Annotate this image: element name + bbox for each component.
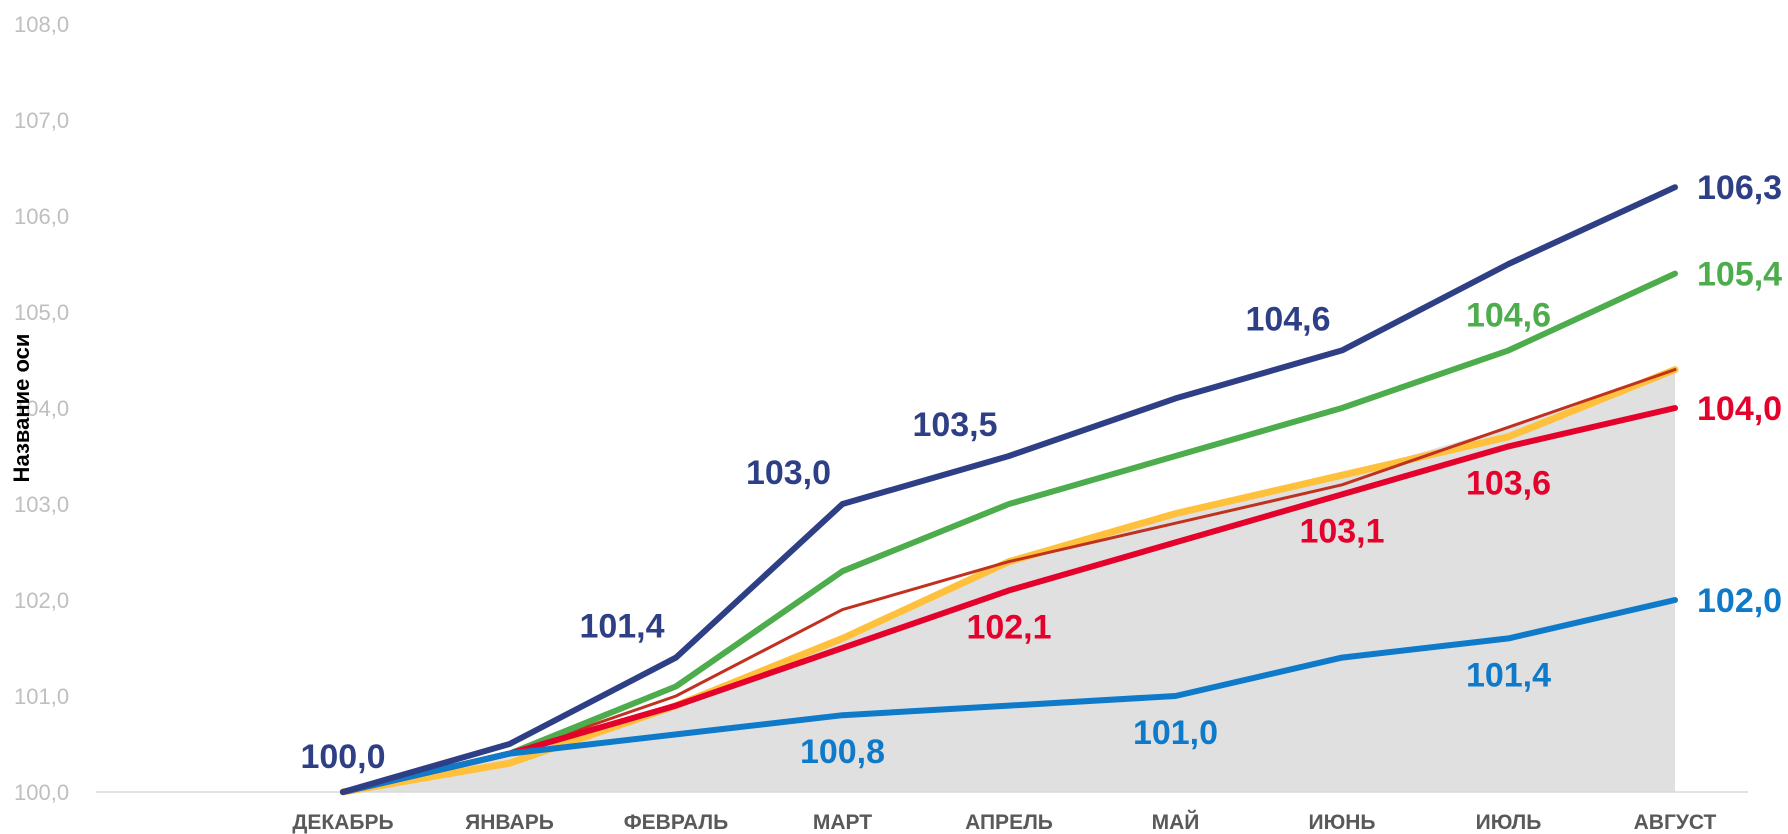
data-label: 103,5 — [912, 406, 997, 444]
data-label: 104,6 — [1245, 300, 1330, 338]
x-tick-label: ЯНВАРЬ — [465, 811, 554, 834]
data-label: 106,3 — [1697, 169, 1782, 207]
y-tick-labels: 100,0 101,0 102,0 103,0 104,0 105,0 106,0 107,0… — [14, 12, 69, 805]
x-tick-label: ИЮНЬ — [1308, 811, 1375, 834]
area-layer — [179, 369, 1675, 792]
series-line-2 — [340, 270, 1678, 795]
series-line-4 — [340, 597, 1678, 795]
y-tick-label: 102,0 — [14, 588, 69, 613]
series-line-5 — [340, 184, 1678, 795]
y-tick-label: 103,0 — [14, 492, 69, 517]
y-tick-label: 104,0 — [14, 396, 69, 421]
x-tick-label: МАРТ — [813, 811, 872, 834]
data-label: 103,1 — [1299, 512, 1384, 550]
data-label: 102,1 — [966, 608, 1051, 646]
data-label: 103,6 — [1466, 464, 1551, 502]
x-tick-label: ДЕКАБРЬ — [292, 811, 393, 834]
data-label: 104,0 — [1697, 390, 1782, 428]
y-tick-label: 105,0 — [14, 300, 69, 325]
data-label: 101,4 — [1466, 656, 1551, 694]
area-band — [179, 369, 1675, 792]
data-label: 101,0 — [1133, 714, 1218, 752]
y-tick-label: 108,0 — [14, 12, 69, 37]
data-label: 104,6 — [1466, 296, 1551, 334]
data-label: 102,0 — [1697, 582, 1782, 620]
data-label: 100,8 — [800, 733, 885, 771]
y-tick-label: 100,0 — [14, 780, 69, 805]
x-tick-label: ИЮЛЬ — [1476, 811, 1542, 834]
data-label: 103,0 — [746, 454, 831, 492]
series-line-3 — [340, 405, 1678, 795]
series-layer — [339, 184, 1679, 796]
data-label: 105,4 — [1697, 256, 1782, 294]
y-tick-label: 106,0 — [14, 204, 69, 229]
x-tick-label: АПРЕЛЬ — [965, 811, 1053, 834]
x-tick-label: ФЕВРАЛЬ — [624, 811, 729, 834]
data-label: 101,4 — [579, 608, 664, 646]
y-tick-label: 107,0 — [14, 108, 69, 133]
data-label: 100,0 — [300, 738, 385, 776]
x-tick-label: АВГУСТ — [1634, 811, 1717, 834]
y-tick-label: 101,0 — [14, 684, 69, 709]
x-tick-labels: ДЕКАБРЬ ЯНВАРЬ ФЕВРАЛЬ МАРТ АПРЕЛЬ МАЙ ИЮНЬ ИЮЛ… — [292, 810, 1716, 834]
y-axis-title: Название оси — [9, 334, 34, 483]
data-label-layer: 100,0 101,4 103,0 103,5 104,6 106,3 104,6 105,4… — [300, 169, 1782, 776]
x-tick-label: МАЙ — [1152, 810, 1200, 834]
